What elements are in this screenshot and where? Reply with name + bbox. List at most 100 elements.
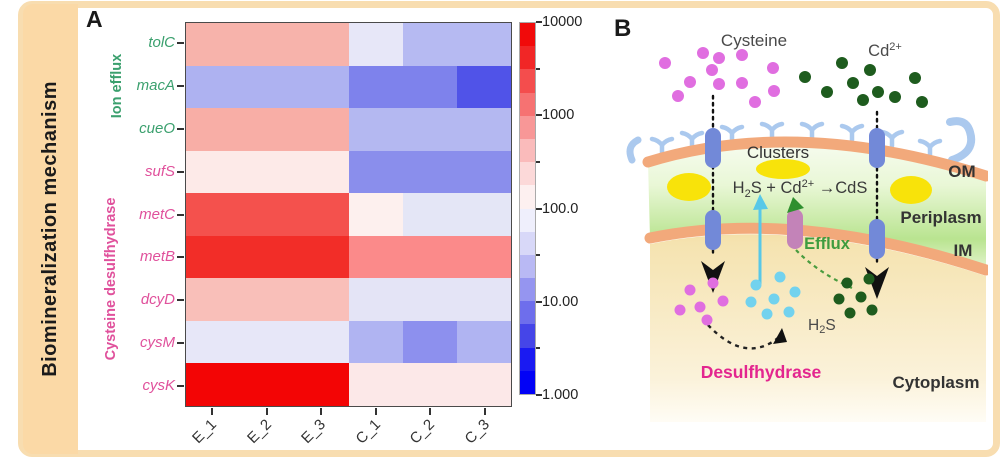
dot [768, 85, 780, 97]
efflux-label: Efflux [804, 235, 851, 253]
dot [821, 86, 833, 98]
colorbar-segment [520, 324, 535, 348]
colorbar-segment [520, 69, 535, 93]
heatmap-cell-sufS-C_1 [348, 150, 403, 194]
row-label-sufS: sufS [144, 162, 175, 180]
heatmap-cell-cysM-C_3 [456, 320, 511, 364]
cd-ions [799, 57, 928, 108]
colorbar-segment [520, 231, 535, 255]
cysteine-cytoplasm-molecules [674, 277, 729, 326]
heatmap-cell-cueO-E_3 [294, 108, 349, 151]
heatmap-cell-cueO-E_2 [240, 108, 295, 151]
heatmap-cell-metC-E_1 [186, 193, 241, 236]
heatmap-cell-macA-C_3 [456, 65, 511, 109]
periplasm-label: Periplasm [900, 208, 981, 227]
colorbar-segment [520, 23, 535, 47]
heatmap-cell-metB-E_2 [240, 235, 295, 279]
row-tick [177, 85, 184, 88]
colorbar-tick [536, 114, 542, 117]
heatmap-cell-sufS-C_2 [402, 150, 457, 194]
heatmap-cell-macA-E_3 [294, 65, 349, 109]
dot [674, 304, 686, 316]
heatmap-cell-dcyD-C_2 [402, 278, 457, 321]
dot [889, 91, 901, 103]
row-tick [177, 384, 184, 387]
colorbar-tick [536, 347, 540, 350]
colorbar-segment [520, 46, 535, 70]
row-tick [177, 256, 184, 259]
colorbar [519, 22, 536, 395]
x-tick [211, 408, 214, 415]
x-label-E_1: E_1 [189, 416, 221, 447]
colorbar-tick [536, 207, 542, 210]
heatmap-cell-cueO-E_1 [186, 108, 241, 151]
row-label-cysM: cysM [140, 333, 175, 351]
dot [750, 279, 762, 291]
colorbar-label-1.000: 1.000 [542, 387, 579, 403]
row-label-metB: metB [139, 248, 175, 266]
heatmap-cell-dcyD-E_2 [240, 278, 295, 321]
colorbar-segment [520, 185, 535, 209]
cytoplasm-label: Cytoplasm [893, 373, 980, 392]
im-label: IM [954, 241, 973, 260]
panel-a-label: A [86, 6, 103, 32]
desulfhydrase-path [707, 324, 779, 350]
colorbar-segment [520, 138, 535, 163]
colorbar-tick [536, 394, 542, 396]
reaction-label: H2S + Cd2+ →CdS [733, 178, 868, 200]
dot [866, 304, 878, 316]
heatmap-cell-tolC-E_3 [294, 23, 349, 66]
heatmap-cell-cysM-E_3 [294, 320, 349, 364]
colorbar-segment [520, 254, 535, 279]
heatmap-cell-cysK-E_1 [186, 363, 241, 406]
om-label: OM [948, 162, 975, 181]
heatmap-cell-tolC-C_1 [348, 23, 403, 66]
heatmap-cell-tolC-C_2 [402, 23, 457, 66]
heatmap-cell-metB-E_3 [294, 235, 349, 279]
dot [864, 64, 876, 76]
efflux-pump [787, 209, 803, 249]
heatmap-cell-metC-C_2 [402, 193, 457, 236]
dot [713, 78, 725, 90]
dot [684, 76, 696, 88]
dot [863, 273, 875, 285]
heatmap-cell-metB-C_1 [348, 235, 403, 279]
inner-membrane [644, 222, 988, 276]
heatmap-cell-cysK-E_2 [240, 363, 295, 406]
desulfhydrase-arrowhead [773, 328, 787, 344]
heatmap-cell-dcyD-E_3 [294, 278, 349, 321]
x-tick [429, 408, 432, 415]
heatmap-cell-macA-C_2 [402, 65, 457, 109]
dot [833, 293, 845, 305]
colorbar-segment [520, 301, 535, 325]
row-tick [177, 213, 184, 216]
colorbar-segment [520, 370, 535, 394]
panel-b-diagram: B Cysteine Cd2+ Clusters H2S + Cd2+ →CdS… [614, 15, 988, 422]
outer-membrane [642, 136, 988, 182]
colorbar-segment [520, 162, 535, 186]
heatmap-grid [185, 22, 512, 407]
heatmap-cell-metC-C_3 [456, 193, 511, 236]
row-label-tolC: tolC [148, 34, 175, 52]
heatmap-cell-cysK-C_3 [456, 363, 511, 406]
periplasm-region [648, 142, 986, 270]
heatmap-cell-cueO-C_2 [402, 108, 457, 151]
heatmap-cell-metC-C_1 [348, 193, 403, 236]
colorbar-label-10.00: 10.00 [542, 293, 579, 310]
periplasm-enzyme-left [667, 173, 711, 201]
dot [774, 271, 786, 283]
dot [767, 62, 779, 74]
heatmap-cell-sufS-C_3 [456, 150, 511, 194]
x-label-C_3: C_3 [461, 416, 493, 448]
x-tick [374, 408, 377, 415]
dot [847, 77, 859, 89]
cd-efflux-arrowhead [787, 197, 804, 213]
h2s-label: H2S [808, 317, 836, 336]
heatmap-cell-cysM-C_2 [402, 320, 457, 364]
om-transporter-left [705, 128, 721, 168]
row-tick [177, 170, 184, 173]
banner-title: Biomineralization mechanism [39, 81, 61, 377]
x-tick [483, 408, 486, 415]
row-label-macA: macA [136, 77, 175, 95]
dot [841, 277, 853, 289]
